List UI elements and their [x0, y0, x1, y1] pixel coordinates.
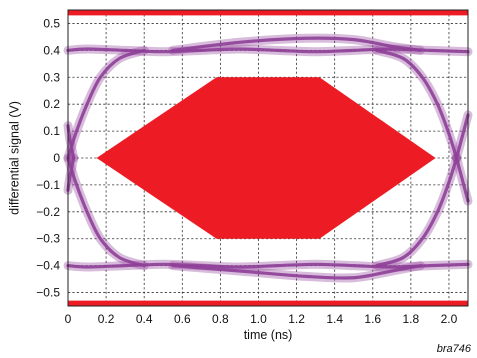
x-tick-label: 0.4 — [136, 312, 153, 326]
y-tick-labels: 0.5 0.4 0.3 0.2 0.1 0 −0.1 −0.2 −0.3 −0.4 −0.5 — [36, 16, 60, 299]
y-tick-label: 0.5 — [43, 16, 60, 30]
x-tick-label: 0.6 — [174, 312, 191, 326]
x-tick-label: 2.0 — [441, 312, 458, 326]
plot-frame — [67, 9, 469, 307]
y-tick-label: −0.2 — [36, 205, 60, 219]
eye-trace-left-crossing-fall — [66, 156, 146, 268]
eye-mask-center — [96, 77, 436, 239]
eye-trace-right-crossing-rise — [374, 156, 459, 268]
x-tick-label: 1.4 — [326, 312, 343, 326]
x-tick-label: 0 — [65, 312, 72, 326]
eye-trace-right-exit-up — [454, 113, 470, 160]
eye-traces — [63, 33, 473, 283]
figure-credit: bra746 — [437, 343, 472, 355]
eye-trace-upper-level-overshoot — [171, 36, 422, 52]
y-tick-label: 0 — [53, 151, 60, 165]
eye-trace-upper-level — [66, 47, 470, 54]
x-tick-label: 1.6 — [364, 312, 381, 326]
y-tick-label: −0.3 — [36, 232, 60, 246]
y-tick-label: 0.3 — [43, 70, 60, 84]
eye-trace-lower-level-overshoot — [171, 264, 422, 280]
eye-trace-right-exit-down — [454, 156, 470, 203]
x-tick-labels: 0 0.2 0.4 0.6 0.8 1.0 1.2 1.4 1.6 1.8 2.0 — [65, 312, 458, 326]
y-tick-label: 0.4 — [43, 43, 60, 57]
x-tick-label: 1.2 — [288, 312, 305, 326]
y-tick-label: −0.1 — [36, 178, 60, 192]
eye-mask-band-lower — [68, 300, 468, 306]
x-tick-label: 1.8 — [403, 312, 420, 326]
y-axis-label: differential signal (V) — [7, 101, 21, 215]
y-tick-label: −0.4 — [36, 259, 60, 273]
eye-trace-lower-level — [66, 262, 470, 269]
eye-mask — [68, 10, 468, 306]
x-axis-label: time (ns) — [244, 328, 293, 342]
x-tick-label: 0.2 — [98, 312, 115, 326]
eye-mask-band-upper — [68, 10, 468, 16]
y-tick-label: 0.1 — [43, 124, 60, 138]
eye-trace-left-crossing-rise — [66, 48, 146, 160]
x-tick-label: 1.0 — [250, 312, 267, 326]
y-tick-label: −0.5 — [36, 286, 60, 300]
y-tick-label: 0.2 — [43, 97, 60, 111]
x-tick-label: 0.8 — [212, 312, 229, 326]
eye-trace-right-crossing-fall — [374, 48, 459, 160]
